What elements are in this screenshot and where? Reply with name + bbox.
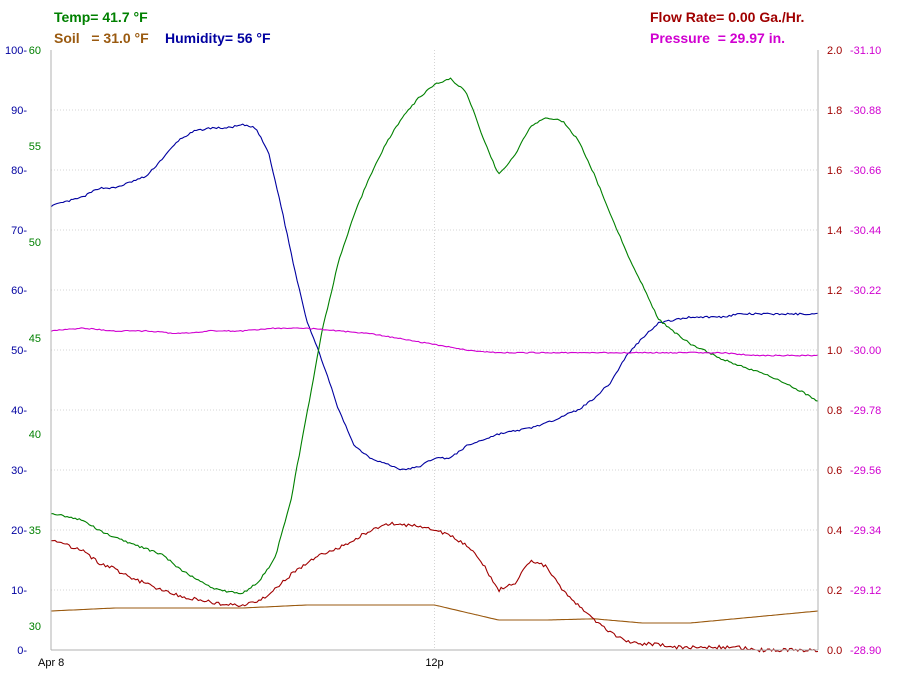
humidity-tick-label: 0-: [17, 645, 27, 657]
pressure-tick-label: -30.66: [850, 165, 881, 177]
temp-series-line: [51, 77, 819, 595]
humidity-tick-label: 20-: [11, 525, 27, 537]
humidity-tick-label: 70-: [11, 225, 27, 237]
flow-tick-label: 0.0: [827, 645, 842, 657]
humidity-tick-label: 100-: [5, 45, 27, 57]
flow-tick-label: 2.0: [827, 45, 842, 57]
flow-tick-label: 0.2: [827, 585, 842, 597]
humidity-series-line: [50, 123, 819, 471]
pressure-tick-label: -31.10: [850, 45, 881, 57]
humidity-tick-label: 60-: [11, 285, 27, 297]
pressure-readout: Pressure = 29.97 in.: [650, 30, 786, 46]
temp-tick-label: 55: [29, 141, 41, 153]
humidity-tick-label: 50-: [11, 345, 27, 357]
humidity-tick-label: 10-: [11, 585, 27, 597]
flow-tick-label: 0.4: [827, 525, 842, 537]
flow-tick-label: 1.0: [827, 345, 842, 357]
pressure-tick-label: -30.22: [850, 285, 881, 297]
x-tick-label: 12p: [425, 657, 443, 669]
pressure-series-line: [50, 327, 819, 357]
pressure-tick-label: -30.44: [850, 225, 881, 237]
temp-tick-label: 60: [29, 45, 41, 57]
flow-tick-label: 1.6: [827, 165, 842, 177]
x-tick-label: Apr 8: [38, 657, 64, 669]
flow-tick-label: 0.6: [827, 465, 842, 477]
temp-tick-label: 45: [29, 333, 41, 345]
flow-series-line: [51, 521, 819, 653]
humidity-readout: Humidity= 56 °F: [165, 30, 271, 46]
flow-tick-label: 1.4: [827, 225, 842, 237]
humidity-tick-label: 30-: [11, 465, 27, 477]
pressure-tick-label: -30.00: [850, 345, 881, 357]
soil-readout: Soil = 31.0 °F: [54, 30, 149, 46]
humidity-tick-label: 40-: [11, 405, 27, 417]
pressure-tick-label: -30.88: [850, 105, 881, 117]
temp-tick-label: 50: [29, 237, 41, 249]
humidity-tick-label: 80-: [11, 165, 27, 177]
pressure-tick-label: -29.56: [850, 465, 881, 477]
pressure-tick-label: -29.12: [850, 585, 881, 597]
temp-tick-label: 35: [29, 525, 41, 537]
temp-tick-label: 40: [29, 429, 41, 441]
pressure-tick-label: -28.90: [850, 645, 881, 657]
pressure-tick-label: -29.34: [850, 525, 881, 537]
flow-tick-label: 0.8: [827, 405, 842, 417]
humidity-tick-label: 90-: [11, 105, 27, 117]
temp-tick-label: 30: [29, 621, 41, 633]
flow-rate-readout: Flow Rate= 0.00 Ga./Hr.: [650, 9, 805, 25]
flow-tick-label: 1.2: [827, 285, 842, 297]
flow-tick-label: 1.8: [827, 105, 842, 117]
pressure-tick-label: -29.78: [850, 405, 881, 417]
temp-readout: Temp= 41.7 °F: [54, 9, 148, 25]
soil-series-line: [50, 604, 819, 624]
